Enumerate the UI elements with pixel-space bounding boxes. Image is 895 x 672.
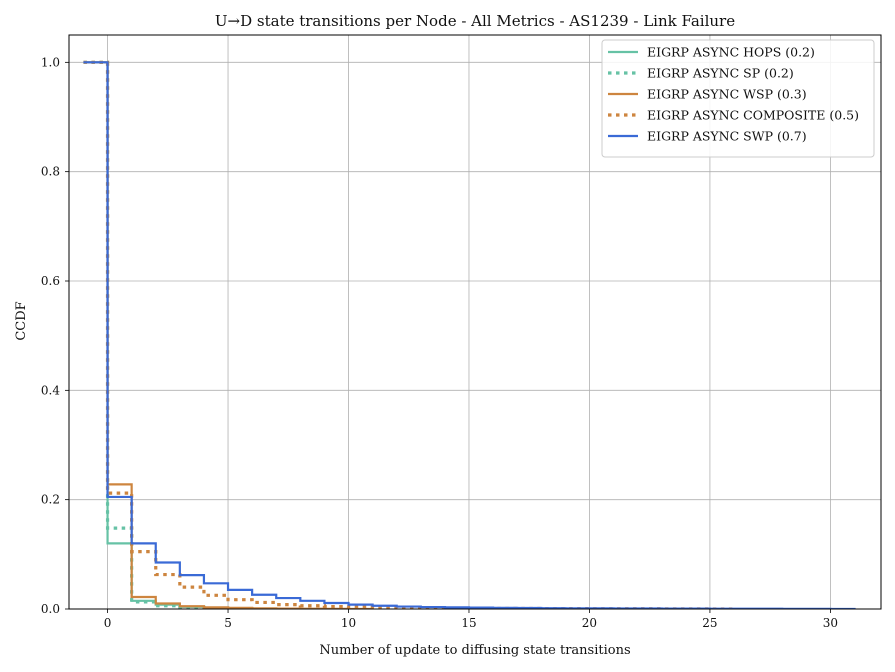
plot-frame (68, 34, 882, 610)
y-tick-label: 1.0 (41, 55, 60, 69)
x-tick-label: 0 (104, 616, 112, 630)
legend-entry-1: EIGRP ASYNC HOPS (0.2) (647, 45, 815, 60)
y-tick-label: 0.2 (41, 493, 60, 507)
y-tick-label: 0.6 (41, 274, 60, 288)
axis-ticks: 0 5 10 15 20 25 30 0.0 0.2 0.4 0.6 0.8 1.0 (41, 55, 838, 630)
legend-entry-3: EIGRP ASYNC WSP (0.3) (647, 87, 807, 102)
x-tick-label: 15 (461, 616, 476, 630)
legend-entry-4: EIGRP ASYNC COMPOSITE (0.5) (647, 108, 859, 123)
x-axis-label: Number of update to diffusing state tran… (319, 643, 630, 658)
y-tick-label: 0.0 (41, 602, 60, 616)
legend: EIGRP ASYNC HOPS (0.2) EIGRP ASYNC SP (0.… (601, 39, 875, 158)
chart-title: U→D state transitions per Node - All Met… (215, 12, 735, 30)
y-tick-label: 0.8 (41, 165, 60, 179)
y-tick-label: 0.4 (41, 383, 60, 397)
x-tick-label: 30 (823, 616, 838, 630)
legend-entry-5: EIGRP ASYNC SWP (0.7) (647, 129, 807, 144)
legend-entry-2: EIGRP ASYNC SP (0.2) (647, 66, 794, 81)
x-tick-label: 20 (582, 616, 597, 630)
x-tick-label: 25 (702, 616, 717, 630)
x-tick-label: 10 (341, 616, 356, 630)
legend-box (601, 39, 875, 158)
x-tick-label: 5 (224, 616, 232, 630)
y-axis-label: CCDF (14, 301, 29, 340)
